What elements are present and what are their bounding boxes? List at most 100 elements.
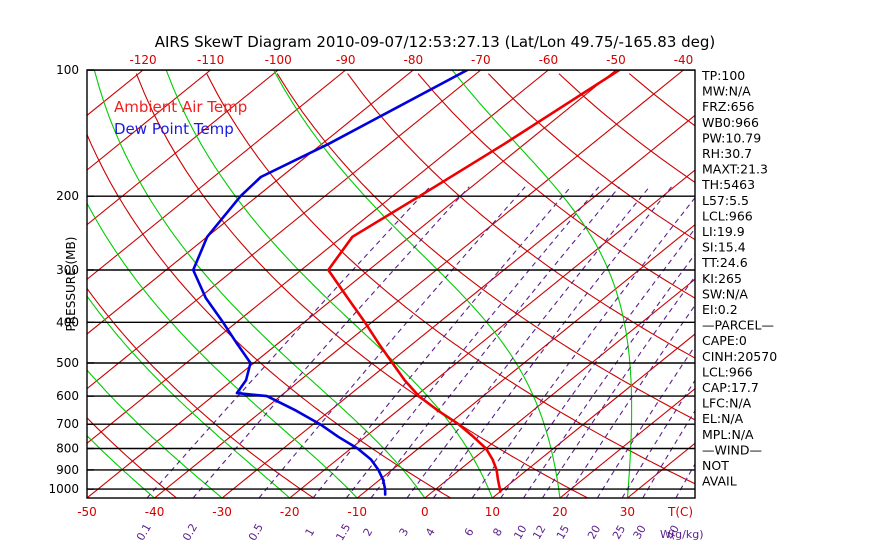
pressure-tick-500: 500 — [56, 356, 79, 370]
mixing-ratio-6 — [471, 196, 695, 498]
dry-adiabat--20 — [87, 287, 314, 498]
mixing-ratio-3 — [406, 186, 650, 498]
mixing-ratio-8 — [500, 227, 695, 498]
x-axis-label-mixing-ratio: W(g/kg) — [660, 528, 704, 541]
panel-item-tt: TT:24.6 — [701, 255, 748, 270]
top-temp-tick--120: -120 — [129, 53, 156, 67]
page-title: AIRS SkewT Diagram 2010-09-07/12:53:27.1… — [155, 33, 716, 51]
top-temp-tick--110: -110 — [197, 53, 224, 67]
mixing-ratio-tick-30: 30 — [631, 523, 649, 542]
bottom-temp-tick-0: 0 — [421, 505, 429, 519]
isobar-lines — [87, 70, 695, 490]
isotherm--70 — [87, 70, 482, 390]
moist-adiabat--20 — [87, 295, 291, 498]
indices-panel: TP:100MW:N/AFRZ:656WB0:966PW:10.79RH:30.… — [701, 68, 777, 489]
panel-item-ki: KI:265 — [702, 271, 742, 286]
bottom-temperature-axis: -50 -40 -30 -20 -10 0 10 20 30 — [77, 505, 635, 519]
x-axis-label-temperature: T(C) — [667, 505, 693, 519]
moist-adiabat-10 — [165, 70, 493, 498]
pressure-axis-labels: 100 200 300 400 500 600 700 800 900 1000 — [48, 63, 94, 496]
pressure-tick-300: 300 — [56, 263, 79, 277]
isotherm-10 — [491, 333, 695, 498]
mixing-ratio-tick-25: 25 — [610, 523, 628, 542]
top-temp-tick--40: -40 — [674, 53, 694, 67]
legend-dew-point-temp: Dew Point Temp — [114, 120, 234, 138]
panel-item-mw: MW:N/A — [702, 84, 751, 99]
panel-item-pw: PW:10.79 — [702, 130, 761, 145]
mixing-ratio-30 — [642, 409, 695, 498]
panel-item-wb0: WB0:966 — [702, 115, 759, 130]
ambient-air-temp-curve — [326, 70, 621, 493]
moist-adiabat-0 — [93, 70, 426, 498]
panel-item-lcl: LCL:966 — [702, 364, 753, 379]
panel-item-parcel: —PARCEL— — [702, 318, 774, 333]
isotherm-20 — [559, 387, 695, 498]
isotherm--60 — [87, 70, 549, 445]
panel-item-not: NOT — [702, 458, 729, 473]
y-axis-label: PRESSURE (MB) — [64, 237, 78, 332]
top-temperature-axis: -120 -110 -100 -90 -80 -70 -60 -50 -40 — [129, 53, 693, 67]
bottom-temp-tick--10: -10 — [347, 505, 367, 519]
dry-adiabat-40 — [206, 73, 695, 485]
isotherm--100 — [87, 70, 279, 226]
panel-item-th: TH:5463 — [701, 177, 755, 192]
panel-item-ei: EI:0.2 — [702, 302, 738, 317]
pressure-tick-600: 600 — [56, 389, 79, 403]
legend-ambient-air-temp: Ambient Air Temp — [114, 98, 247, 116]
panel-item-tp: TP:100 — [701, 68, 745, 83]
moist-adiabat--40 — [87, 434, 155, 498]
moist-adiabat-lines — [87, 70, 695, 498]
top-temp-tick--100: -100 — [265, 53, 292, 67]
mixing-ratio-15 — [565, 304, 695, 498]
mixing-ratio-tick-15: 15 — [554, 523, 572, 542]
top-temp-tick--70: -70 — [471, 53, 491, 67]
mixing-ratio-25 — [621, 379, 695, 498]
mixing-ratio-0.5 — [258, 186, 526, 498]
panel-item-frz: FRZ:656 — [702, 99, 755, 114]
panel-item-el: EL:N/A — [702, 411, 744, 426]
isotherm--30 — [221, 114, 695, 498]
isotherm--40 — [154, 70, 684, 498]
bottom-temp-tick-10: 10 — [485, 505, 500, 519]
dry-adiabat-80 — [347, 73, 695, 359]
pressure-tick-1000: 1000 — [48, 482, 79, 496]
mixing-ratio-40 — [675, 463, 695, 498]
bottom-temp-tick--40: -40 — [145, 505, 165, 519]
panel-item-maxt: MAXT:21.3 — [702, 162, 768, 177]
moist-adiabat-30 — [451, 70, 633, 498]
isotherm--20 — [289, 169, 695, 498]
pressure-tick-800: 800 — [56, 442, 79, 456]
panel-item-lcl: LCL:966 — [702, 208, 753, 223]
mixing-ratio-tick-10: 10 — [511, 523, 529, 542]
mixing-ratio-20 — [596, 345, 695, 498]
panel-item-l57: L57:5.5 — [702, 193, 749, 208]
panel-item-cape: CAPE:0 — [702, 333, 747, 348]
moist-adiabat--30 — [87, 369, 223, 498]
mixing-ratio-0.1 — [146, 186, 431, 498]
pressure-tick-700: 700 — [56, 417, 79, 431]
isotherm-0 — [424, 278, 695, 498]
panel-item-si: SI:15.4 — [702, 240, 746, 255]
top-temp-tick--90: -90 — [336, 53, 356, 67]
isotherm--110 — [87, 70, 211, 171]
bottom-temp-tick--30: -30 — [212, 505, 232, 519]
isotherm--50 — [87, 70, 617, 498]
bottom-temp-tick-20: 20 — [552, 505, 567, 519]
panel-item-mpl: MPL:N/A — [702, 427, 754, 442]
isotherm--10 — [356, 223, 695, 498]
panel-item-cinh: CINH:20570 — [702, 349, 777, 364]
moist-adiabat--10 — [87, 202, 358, 498]
plot-frame — [86, 69, 696, 499]
bottom-temp-tick--50: -50 — [77, 505, 97, 519]
moist-adiabat-20 — [273, 70, 561, 498]
mixing-ratio-4 — [433, 186, 672, 498]
panel-item-cap: CAP:17.7 — [702, 380, 759, 395]
panel-item-sw: SW:N/A — [702, 286, 748, 301]
dry-adiabat--40 — [87, 416, 177, 498]
bottom-temp-tick-30: 30 — [620, 505, 635, 519]
mixing-ratio-tick-40: 40 — [664, 523, 682, 542]
dry-adiabat-100 — [417, 73, 695, 299]
pressure-tick-200: 200 — [56, 189, 79, 203]
